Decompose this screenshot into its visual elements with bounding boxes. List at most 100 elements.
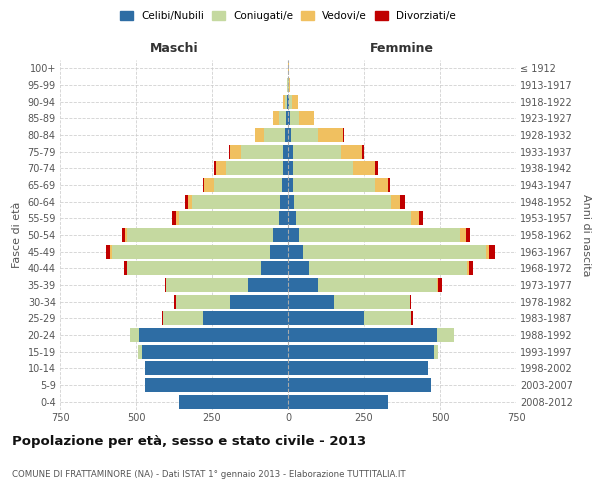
Bar: [289, 94, 292, 109]
Bar: [319, 128, 343, 142]
Bar: [139, 328, 288, 342]
Bar: [288, 211, 296, 226]
Bar: [122, 228, 125, 242]
Bar: [188, 194, 192, 209]
Bar: [142, 344, 288, 359]
Bar: [437, 328, 454, 342]
Bar: [192, 194, 280, 209]
Bar: [410, 294, 411, 308]
Bar: [286, 112, 288, 126]
Bar: [362, 144, 364, 159]
Bar: [273, 112, 279, 126]
Bar: [353, 162, 374, 175]
Bar: [290, 112, 299, 126]
Bar: [176, 211, 179, 226]
Bar: [124, 261, 127, 276]
Bar: [460, 228, 466, 242]
Bar: [279, 112, 286, 126]
Bar: [292, 94, 298, 109]
Bar: [437, 278, 439, 292]
Bar: [400, 194, 405, 209]
Bar: [434, 344, 439, 359]
Bar: [270, 244, 288, 259]
Bar: [288, 178, 293, 192]
Bar: [288, 228, 299, 242]
Bar: [287, 94, 288, 109]
Bar: [263, 128, 285, 142]
Bar: [289, 78, 290, 92]
Bar: [254, 128, 263, 142]
Bar: [296, 211, 411, 226]
Bar: [309, 261, 467, 276]
Bar: [172, 211, 176, 226]
Bar: [288, 294, 334, 308]
Bar: [285, 128, 288, 142]
Bar: [288, 94, 289, 109]
Bar: [288, 328, 437, 342]
Bar: [288, 62, 289, 76]
Bar: [127, 228, 273, 242]
Legend: Celibi/Nubili, Coniugati/e, Vedovi/e, Divorziati/e: Celibi/Nubili, Coniugati/e, Vedovi/e, Di…: [117, 8, 459, 24]
Bar: [466, 228, 470, 242]
Text: Maschi: Maschi: [149, 42, 199, 55]
Bar: [226, 162, 283, 175]
Y-axis label: Anni di nascita: Anni di nascita: [581, 194, 592, 276]
Bar: [288, 78, 289, 92]
Bar: [110, 244, 112, 259]
Bar: [469, 261, 473, 276]
Bar: [288, 162, 293, 175]
Bar: [467, 261, 469, 276]
Bar: [288, 361, 428, 376]
Bar: [294, 194, 391, 209]
Bar: [334, 294, 410, 308]
Bar: [260, 261, 288, 276]
Bar: [215, 162, 226, 175]
Bar: [145, 361, 288, 376]
Bar: [388, 178, 390, 192]
Bar: [288, 394, 388, 409]
Bar: [214, 178, 282, 192]
Bar: [299, 112, 314, 126]
Bar: [319, 278, 437, 292]
Bar: [166, 278, 248, 292]
Bar: [185, 194, 188, 209]
Bar: [280, 194, 288, 209]
Bar: [293, 178, 374, 192]
Bar: [162, 311, 163, 326]
Text: Popolazione per età, sesso e stato civile - 2013: Popolazione per età, sesso e stato civil…: [12, 435, 366, 448]
Bar: [288, 194, 294, 209]
Bar: [303, 244, 485, 259]
Bar: [203, 311, 288, 326]
Bar: [279, 211, 288, 226]
Bar: [288, 244, 303, 259]
Bar: [130, 328, 139, 342]
Bar: [273, 228, 288, 242]
Bar: [205, 178, 214, 192]
Text: COMUNE DI FRATTAMINORE (NA) - Dati ISTAT 1° gennaio 2013 - Elaborazione TUTTITAL: COMUNE DI FRATTAMINORE (NA) - Dati ISTAT…: [12, 470, 406, 479]
Bar: [127, 261, 260, 276]
Bar: [374, 162, 377, 175]
Bar: [343, 128, 344, 142]
Bar: [288, 278, 319, 292]
Text: Femmine: Femmine: [370, 42, 434, 55]
Bar: [293, 144, 341, 159]
Bar: [214, 162, 215, 175]
Bar: [411, 211, 419, 226]
Bar: [230, 144, 241, 159]
Bar: [364, 311, 411, 326]
Bar: [179, 394, 288, 409]
Bar: [288, 311, 364, 326]
Bar: [288, 261, 309, 276]
Bar: [287, 78, 288, 92]
Bar: [411, 311, 413, 326]
Bar: [176, 294, 230, 308]
Bar: [112, 244, 270, 259]
Bar: [165, 278, 166, 292]
Bar: [341, 144, 362, 159]
Bar: [174, 294, 176, 308]
Bar: [288, 144, 293, 159]
Bar: [288, 344, 434, 359]
Bar: [391, 194, 400, 209]
Bar: [291, 128, 319, 142]
Bar: [288, 112, 290, 126]
